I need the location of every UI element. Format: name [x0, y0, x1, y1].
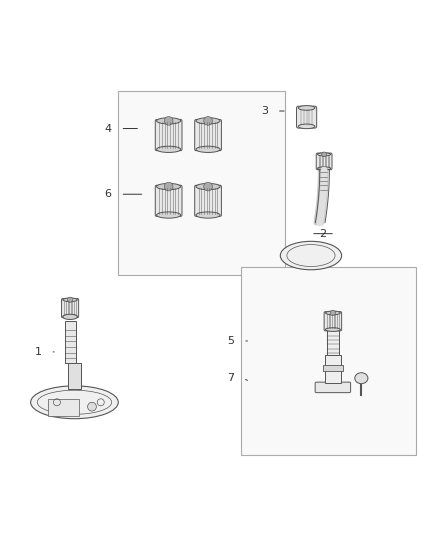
- Ellipse shape: [63, 314, 77, 319]
- Circle shape: [164, 117, 173, 125]
- Bar: [64, 321, 75, 363]
- Circle shape: [88, 402, 96, 411]
- Text: 3: 3: [261, 106, 268, 116]
- Ellipse shape: [355, 373, 368, 384]
- Text: 7: 7: [227, 373, 234, 383]
- FancyBboxPatch shape: [324, 312, 342, 331]
- Ellipse shape: [63, 314, 77, 318]
- Ellipse shape: [280, 241, 342, 270]
- Ellipse shape: [157, 183, 180, 190]
- Ellipse shape: [196, 146, 220, 152]
- Bar: [68, 363, 81, 389]
- Ellipse shape: [318, 153, 331, 156]
- Text: 5: 5: [227, 336, 234, 346]
- Ellipse shape: [298, 124, 315, 128]
- Circle shape: [67, 297, 73, 302]
- Ellipse shape: [196, 212, 220, 218]
- Ellipse shape: [157, 146, 180, 152]
- Ellipse shape: [196, 118, 220, 124]
- FancyBboxPatch shape: [155, 185, 182, 216]
- FancyBboxPatch shape: [316, 153, 332, 169]
- Text: 4: 4: [105, 124, 112, 134]
- Circle shape: [164, 182, 173, 191]
- Bar: [323, 366, 343, 371]
- Ellipse shape: [157, 212, 180, 218]
- FancyBboxPatch shape: [315, 382, 350, 393]
- Bar: [48, 399, 79, 416]
- Ellipse shape: [325, 311, 340, 315]
- Text: 1: 1: [35, 347, 42, 357]
- FancyBboxPatch shape: [194, 185, 221, 216]
- Bar: [325, 355, 341, 383]
- Bar: [118, 91, 285, 275]
- FancyBboxPatch shape: [155, 119, 182, 151]
- Text: 2: 2: [319, 229, 326, 239]
- Ellipse shape: [31, 386, 118, 419]
- Circle shape: [322, 152, 326, 157]
- FancyBboxPatch shape: [297, 106, 317, 128]
- Circle shape: [204, 182, 212, 191]
- Ellipse shape: [318, 167, 331, 170]
- Ellipse shape: [298, 106, 315, 110]
- Text: 6: 6: [105, 189, 112, 199]
- Bar: [327, 329, 339, 355]
- Ellipse shape: [157, 118, 180, 124]
- FancyBboxPatch shape: [194, 119, 221, 151]
- Circle shape: [330, 310, 336, 316]
- Ellipse shape: [196, 183, 220, 190]
- Bar: [241, 266, 416, 455]
- Circle shape: [204, 117, 212, 125]
- Ellipse shape: [325, 328, 340, 332]
- FancyBboxPatch shape: [61, 298, 79, 318]
- Ellipse shape: [63, 298, 77, 302]
